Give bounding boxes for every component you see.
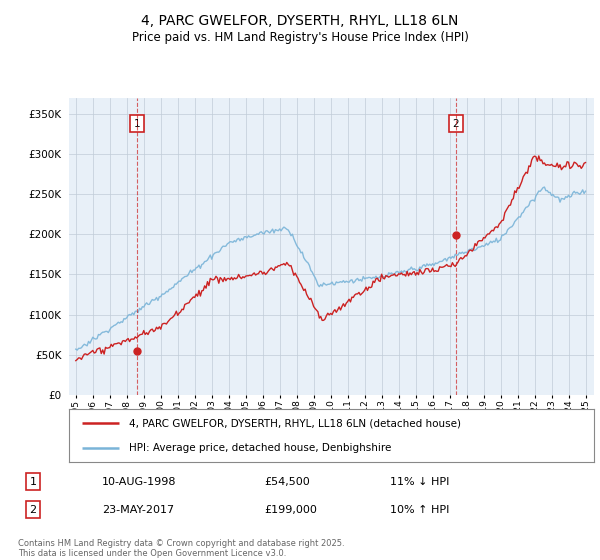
Text: 1: 1	[29, 477, 37, 487]
Text: £54,500: £54,500	[264, 477, 310, 487]
Text: 4, PARC GWELFOR, DYSERTH, RHYL, LL18 6LN: 4, PARC GWELFOR, DYSERTH, RHYL, LL18 6LN	[142, 14, 458, 28]
Text: Contains HM Land Registry data © Crown copyright and database right 2025.
This d: Contains HM Land Registry data © Crown c…	[18, 539, 344, 558]
Text: HPI: Average price, detached house, Denbighshire: HPI: Average price, detached house, Denb…	[130, 442, 392, 452]
Text: Price paid vs. HM Land Registry's House Price Index (HPI): Price paid vs. HM Land Registry's House …	[131, 31, 469, 44]
Text: 10-AUG-1998: 10-AUG-1998	[102, 477, 176, 487]
Text: 4, PARC GWELFOR, DYSERTH, RHYL, LL18 6LN (detached house): 4, PARC GWELFOR, DYSERTH, RHYL, LL18 6LN…	[130, 418, 461, 428]
Text: 11% ↓ HPI: 11% ↓ HPI	[390, 477, 449, 487]
Text: 1: 1	[134, 119, 140, 129]
Text: 2: 2	[453, 119, 460, 129]
Text: £199,000: £199,000	[264, 505, 317, 515]
Text: 23-MAY-2017: 23-MAY-2017	[102, 505, 174, 515]
Text: 10% ↑ HPI: 10% ↑ HPI	[390, 505, 449, 515]
Text: 2: 2	[29, 505, 37, 515]
